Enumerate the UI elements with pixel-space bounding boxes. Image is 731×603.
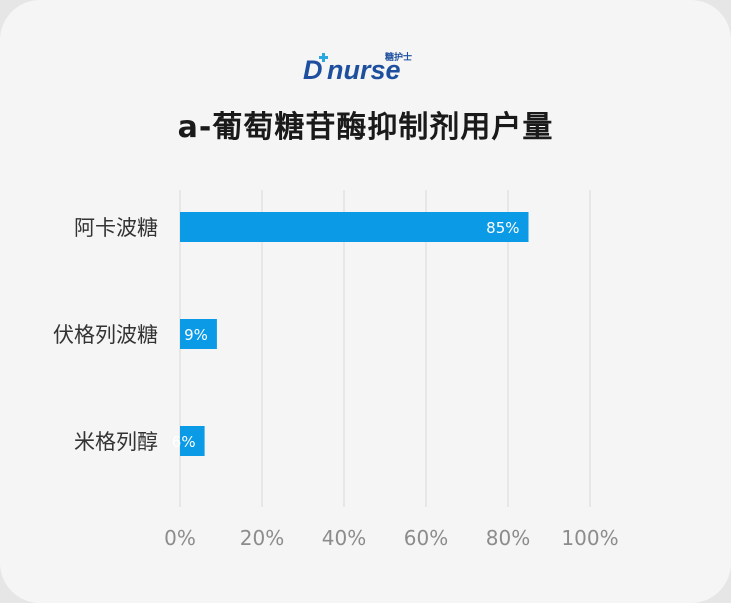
bar-1: [180, 212, 529, 242]
logo-small-text: 糖护士: [385, 51, 412, 63]
category-label: 阿卡波糖: [74, 216, 158, 240]
logo-word-nurse: nurse: [327, 55, 401, 84]
x-tick-label: 0%: [164, 526, 196, 550]
chart-title: a-葡萄糖苷酶抑制剂用户量: [177, 110, 554, 145]
bar-2: [180, 319, 217, 349]
x-tick-label: 80%: [486, 526, 530, 550]
brand-logo: D nurse 糖护士: [0, 50, 731, 84]
logo-letter-d: D: [303, 55, 323, 84]
category-label: 伏格列波糖: [53, 323, 158, 347]
category-label: 米格列醇: [74, 430, 158, 454]
bar-data-label: 85%: [486, 219, 519, 237]
bar-data-label: 6%: [172, 433, 196, 451]
dnurse-logo-icon: D nurse 糖护士: [303, 51, 412, 84]
bar-3: [180, 426, 205, 456]
bar-data-label: 9%: [184, 326, 208, 344]
x-tick-labels: 0% 20% 40% 60% 80% 100%: [164, 526, 618, 550]
bars-group: 85% 9% 6%: [172, 212, 529, 456]
logo-plus-icon: [318, 53, 328, 62]
x-tick-label: 60%: [404, 526, 448, 550]
x-tick-label: 40%: [322, 526, 366, 550]
x-tick-label: 100%: [561, 526, 618, 550]
x-tick-label: 20%: [240, 526, 284, 550]
